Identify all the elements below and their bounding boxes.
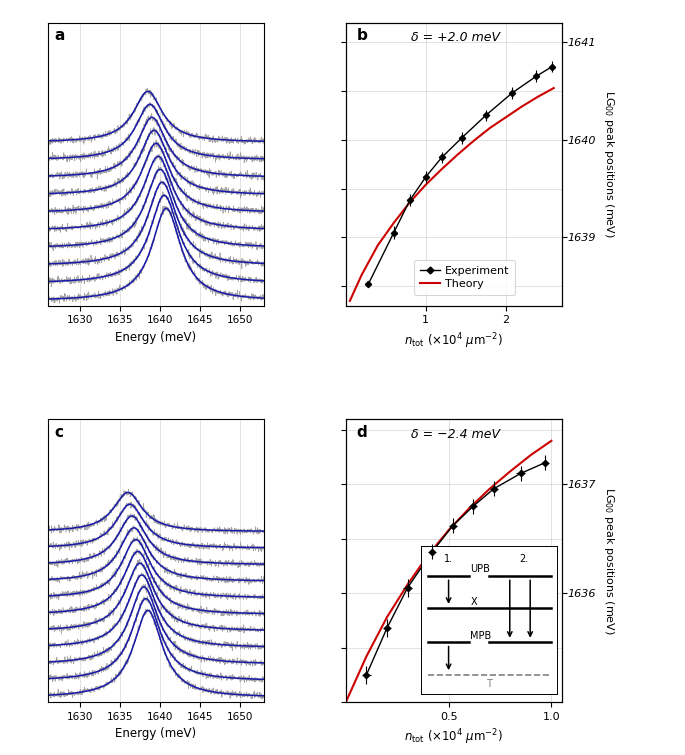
- Text: δ = +2.0 meV: δ = +2.0 meV: [410, 31, 499, 44]
- X-axis label: $n_\mathrm{tot}$ ($\times 10^4$ $\mu$m$^{-2}$): $n_\mathrm{tot}$ ($\times 10^4$ $\mu$m$^…: [404, 727, 503, 747]
- Legend: Experiment, Theory: Experiment, Theory: [414, 260, 515, 294]
- X-axis label: $n_\mathrm{tot}$ ($\times 10^4$ $\mu$m$^{-2}$): $n_\mathrm{tot}$ ($\times 10^4$ $\mu$m$^…: [404, 331, 503, 350]
- Text: a: a: [54, 28, 65, 43]
- X-axis label: Energy (meV): Energy (meV): [115, 727, 197, 741]
- Text: δ = −2.4 meV: δ = −2.4 meV: [410, 427, 499, 440]
- X-axis label: Energy (meV): Energy (meV): [115, 331, 197, 344]
- Y-axis label: LG$_{00}$ peak positions (meV): LG$_{00}$ peak positions (meV): [602, 487, 616, 634]
- Text: d: d: [357, 424, 367, 439]
- Y-axis label: LG$_{00}$ peak positions (meV): LG$_{00}$ peak positions (meV): [602, 91, 616, 238]
- Text: c: c: [54, 424, 64, 439]
- Text: b: b: [357, 28, 368, 43]
